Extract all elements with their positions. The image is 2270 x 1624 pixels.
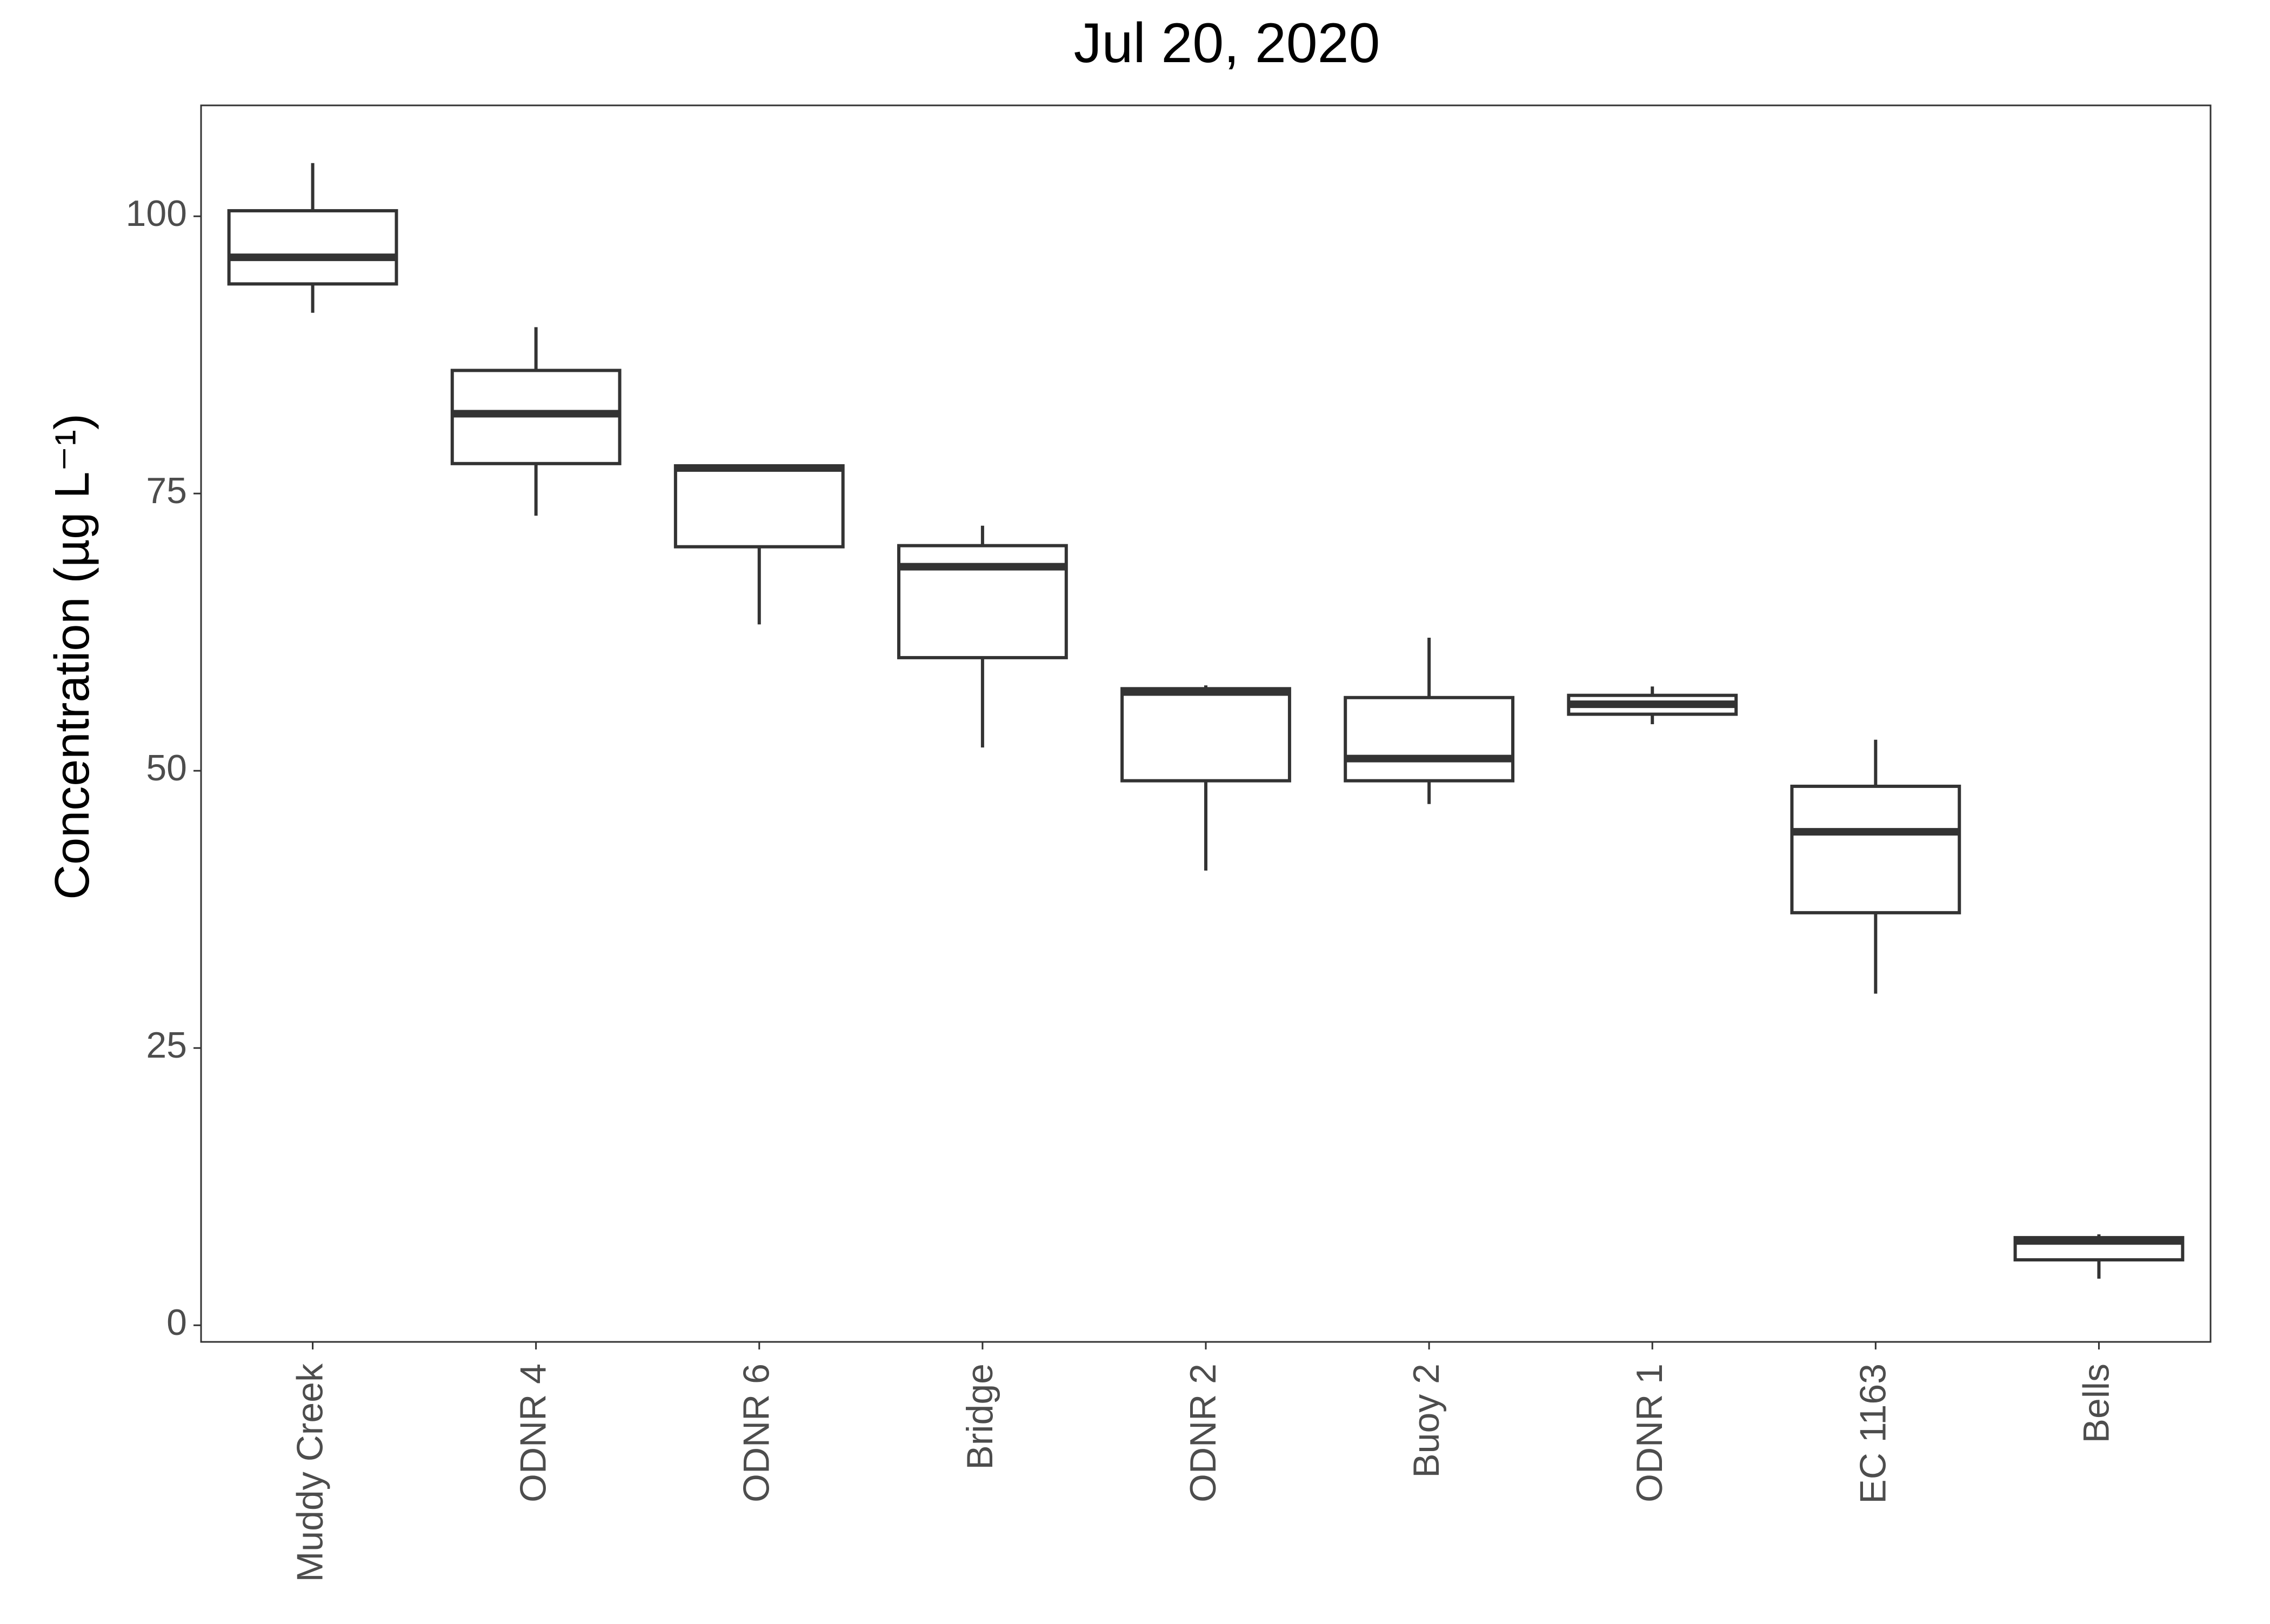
x-tick-label-group: ODNR 2 [1183,1364,1224,1502]
x-tick-label: Bridge [959,1364,1000,1470]
box-body [1790,784,1961,914]
x-tick-label-group: ODNR 4 [513,1364,554,1502]
box-group [1120,685,1291,871]
box-group [897,525,1068,748]
box-body [227,209,398,286]
box-group [2013,1234,2185,1279]
y-tick-label: 100 [126,193,187,234]
y-tick-label: 50 [146,747,187,788]
x-tick-label-group: Muddy Creek [290,1363,331,1582]
box-body [897,544,1068,659]
x-tick-label-group: ODNR 1 [1629,1364,1670,1502]
box-group [227,163,398,313]
box-group [1344,637,1515,804]
box-body [1120,687,1291,783]
box-group [450,327,622,516]
x-tick-label-group: Bridge [959,1364,1000,1470]
x-tick-label: ODNR 6 [736,1364,777,1502]
x-tick-label: Bells [2075,1364,2117,1443]
x-tick-label: Buoy 2 [1406,1364,1447,1478]
x-tick-label-group: Bells [2075,1364,2117,1443]
box-group [1567,686,1738,725]
chart-title: Jul 20, 2020 [1074,12,1380,75]
y-tick-label: 0 [166,1302,187,1343]
x-tick-label-group: Buoy 2 [1406,1364,1447,1478]
y-axis-title: Concentration (µg L⁻¹) [45,413,99,900]
box-group [673,464,845,625]
plot-layer: 0 25 50 75 100 Muddy Creek ODNR 4 ODNR 6 Bridge O… [126,104,2212,1582]
x-tick-label: EC 1163 [1852,1364,1893,1504]
x-tick-label: ODNR 4 [513,1364,554,1502]
x-tick-label: Muddy Creek [290,1363,331,1582]
x-tick-label: ODNR 2 [1183,1364,1224,1502]
box-body [1344,696,1515,783]
y-axis-title-group: Concentration (µg L⁻¹) [45,413,99,900]
y-tick-label: 75 [146,470,187,511]
x-tick-label-group: ODNR 6 [736,1364,777,1502]
y-tick-label: 25 [146,1025,187,1066]
x-tick-label-group: EC 1163 [1852,1364,1893,1504]
box-group [1790,739,1961,994]
x-tick-label: ODNR 1 [1629,1364,1670,1502]
box-body [673,464,845,549]
